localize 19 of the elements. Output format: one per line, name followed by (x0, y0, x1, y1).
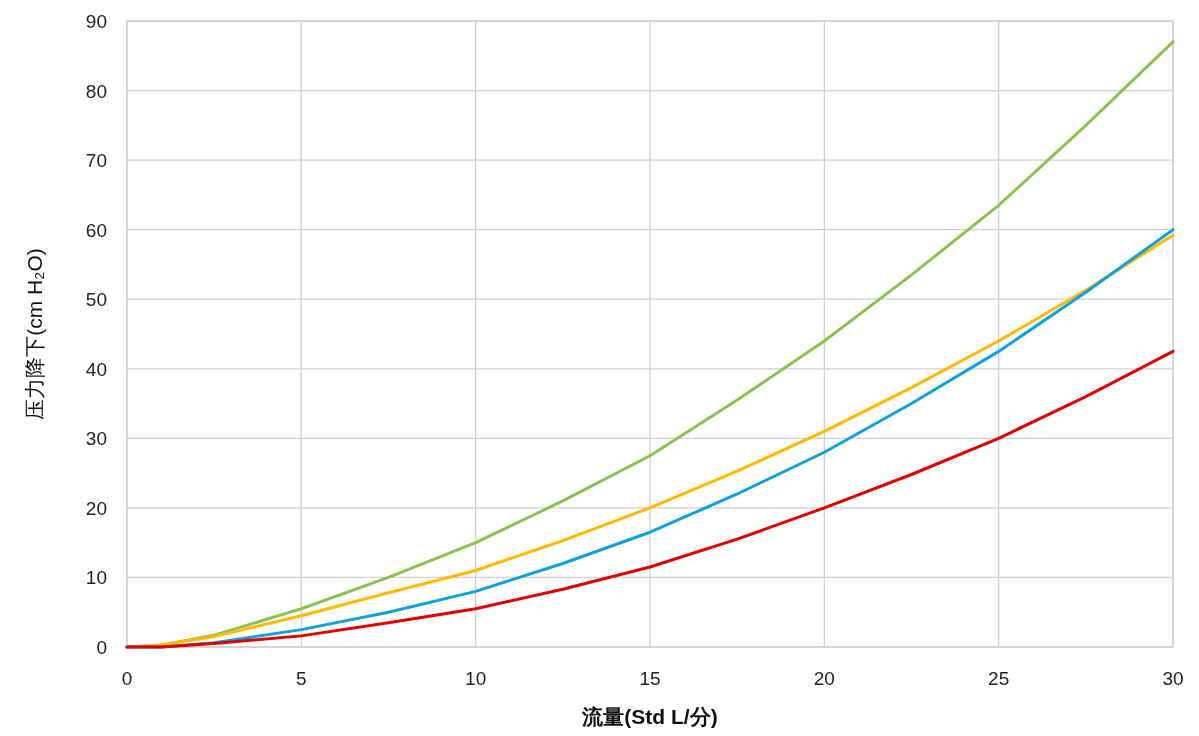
y-tick-label: 60 (85, 219, 107, 241)
y-tick-label: 40 (85, 358, 107, 380)
x-tick-label: 30 (1162, 668, 1184, 689)
x-tick-label: 5 (296, 668, 307, 689)
x-tick-label: 0 (121, 668, 133, 689)
x-tick-label: 20 (813, 668, 835, 689)
x-axis-title: 流量(Std L/分) (581, 705, 718, 728)
y-tick-label: 90 (85, 11, 107, 32)
y-tick-label: 0 (96, 637, 107, 658)
x-tick-label: 10 (465, 668, 487, 689)
y-axis-title: 压力降下(cm H₂O) (23, 248, 46, 420)
y-tick-label: 30 (85, 428, 107, 450)
y-tick-label: 80 (85, 80, 107, 102)
y-tick-label: 10 (85, 567, 107, 589)
x-tick-label: 25 (988, 668, 1010, 689)
x-tick-label: 15 (639, 668, 661, 689)
y-tick-label: 50 (85, 289, 107, 311)
y-tick-label: 20 (85, 497, 107, 519)
y-tick-label: 70 (85, 150, 107, 172)
